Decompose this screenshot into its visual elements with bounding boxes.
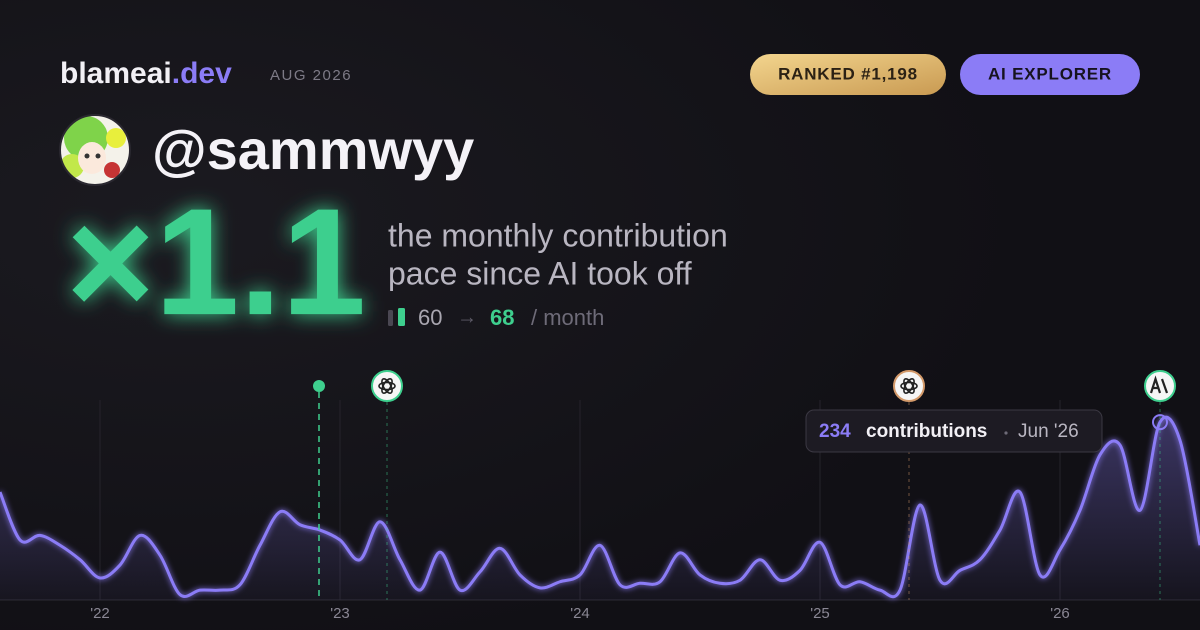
tooltip: [805, 409, 1103, 453]
description: pace since AI took off: [388, 255, 692, 291]
rank-badge: [750, 54, 946, 95]
tooltip-value: 234: [819, 421, 851, 442]
separator-dot: [1004, 431, 1008, 435]
tooltip-label: contributions: [866, 421, 987, 442]
event-icon: [1144, 370, 1176, 402]
x-tick-label: '22: [90, 605, 110, 622]
brand-suffix: .dev: [172, 57, 232, 90]
after-value: 68: [490, 305, 514, 330]
event-dot: [313, 380, 325, 392]
before-value: 60: [418, 305, 442, 330]
anthropic-logo: [1149, 375, 1169, 394]
x-tick-label: '26: [1050, 605, 1070, 622]
event-markers: [313, 370, 1176, 600]
period: AUG 2026: [270, 67, 352, 84]
avatar-ring: [59, 114, 131, 186]
openai-logo: [900, 378, 918, 394]
arrow: →: [457, 306, 477, 328]
tooltip-layer: 234 contributions Jun '26: [805, 409, 1168, 453]
event-icon: [893, 370, 925, 402]
rank-badge-text: RANKED #1,198: [778, 64, 918, 83]
brand-name: blameai: [60, 57, 172, 90]
tier-badge-text: AI EXPLORER: [988, 64, 1112, 83]
handle: @sammwyy: [152, 118, 474, 181]
x-tick-label: '23: [330, 605, 350, 622]
line: [0, 415, 1200, 599]
openai-logo: [378, 378, 396, 394]
tier-badge: [960, 54, 1140, 95]
brand: blameai.dev: [60, 57, 232, 90]
area: [0, 417, 1200, 600]
description: the monthly contribution: [388, 217, 728, 253]
bar-icon: [398, 308, 405, 326]
tooltip-date: Jun '26: [1018, 421, 1079, 442]
hover-point: [1152, 414, 1168, 431]
multiplier: ×1.1: [66, 177, 366, 347]
unit: / month: [531, 305, 604, 330]
event-icon: [371, 370, 403, 402]
bar-icon: [388, 310, 393, 326]
x-tick-label: '24: [570, 605, 590, 622]
x-tick-label: '25: [810, 605, 830, 622]
